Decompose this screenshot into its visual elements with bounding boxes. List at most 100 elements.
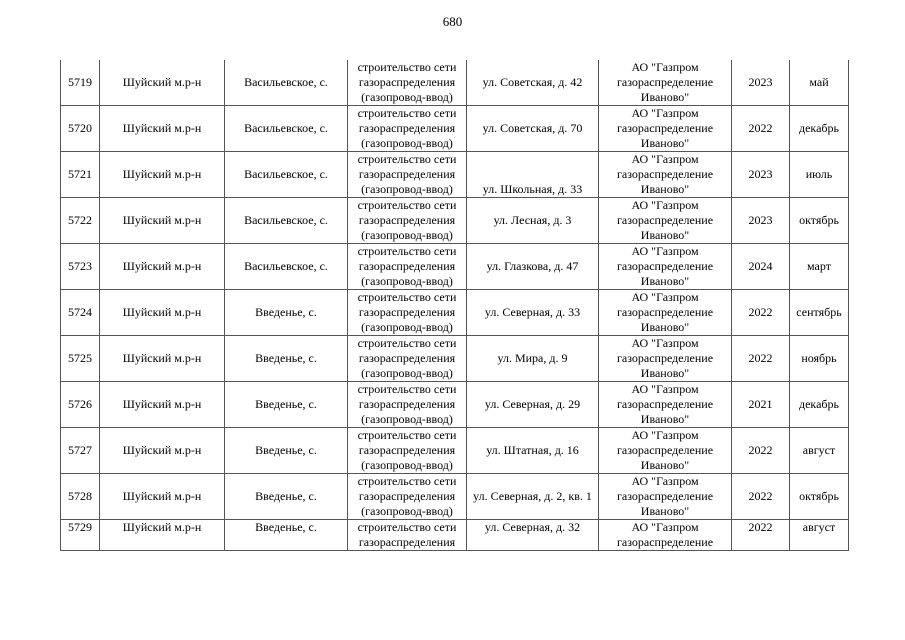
- table-row: 5723 Шуйский м.р-н Васильевское, с. строите…: [60, 243, 849, 290]
- cell-address: ул. Мира, д. 9: [466, 335, 599, 382]
- cell-line: АО "Газпром: [631, 336, 699, 350]
- cell-work: строительство сети газораспределения (газо…: [347, 427, 467, 474]
- cell-line: (газопровод-ввод): [361, 412, 453, 426]
- cell-locality: Введенье, с.: [224, 335, 348, 382]
- cell-line: газораспределение: [616, 167, 714, 181]
- cell-line: газораспределения: [358, 351, 456, 365]
- cell-line: газораспределения: [358, 121, 456, 135]
- cell-line: газораспределения: [358, 443, 456, 457]
- cell-num: 5727: [60, 427, 100, 474]
- cell-line: Иваново": [640, 504, 690, 518]
- table-row: 5727 Шуйский м.р-н Введенье, с. строительст…: [60, 427, 849, 474]
- cell-address: ул. Северная, д. 32: [466, 519, 599, 551]
- cell-line: (газопровод-ввод): [361, 182, 453, 196]
- cell-year: 2023: [731, 151, 790, 198]
- cell-line: газораспределения: [358, 75, 456, 89]
- table-row: 5720 Шуйский м.р-н Васильевское, с. строите…: [60, 105, 849, 152]
- cell-org: АО "Газпром газораспределение Иваново": [598, 243, 732, 290]
- cell-locality: Введенье, с.: [224, 381, 348, 428]
- table-row: 5726 Шуйский м.р-н Введенье, с. строительст…: [60, 381, 849, 428]
- cell-address: ул. Школьная, д. 33: [466, 151, 599, 198]
- cell-locality: Введенье, с.: [224, 289, 348, 336]
- cell-line: строительство сети: [357, 290, 457, 304]
- cell-num: 5724: [60, 289, 100, 336]
- cell-line: АО "Газпром: [631, 198, 699, 212]
- cell-line: (газопровод-ввод): [361, 366, 453, 380]
- cell-locality: Васильевское, с.: [224, 60, 348, 106]
- cell-locality: Васильевское, с.: [224, 105, 348, 152]
- cell-work: строительство сети газораспределения (газо…: [347, 105, 467, 152]
- cell-org: АО "Газпром газораспределение Иваново": [598, 381, 732, 428]
- cell-work: строительство сети газораспределения (газо…: [347, 197, 467, 244]
- cell-locality: Васильевское, с.: [224, 197, 348, 244]
- cell-line: строительство сети: [357, 520, 457, 534]
- cell-line: (газопровод-ввод): [361, 136, 453, 150]
- cell-district: Шуйский м.р-н: [99, 289, 225, 336]
- cell-locality: Васильевское, с.: [224, 151, 348, 198]
- cell-num: 5725: [60, 335, 100, 382]
- cell-line: (газопровод-ввод): [361, 458, 453, 472]
- cell-year: 2024: [731, 243, 790, 290]
- cell-line: АО "Газпром: [631, 244, 699, 258]
- cell-locality: Васильевское, с.: [224, 243, 348, 290]
- cell-line: газораспределение: [616, 535, 714, 549]
- cell-line: строительство сети: [357, 336, 457, 350]
- cell-line: АО "Газпром: [631, 382, 699, 396]
- cell-line: Иваново": [640, 458, 690, 472]
- cell-month: май: [789, 60, 849, 106]
- cell-line: (газопровод-ввод): [361, 274, 453, 288]
- cell-line: газораспределения: [358, 213, 456, 227]
- cell-line: строительство сети: [357, 474, 457, 488]
- cell-line: строительство сети: [357, 382, 457, 396]
- cell-org: АО "Газпром газораспределение Иваново": [598, 151, 732, 198]
- cell-district: Шуйский м.р-н: [99, 427, 225, 474]
- cell-month: октябрь: [789, 197, 849, 244]
- cell-line: газораспределение: [616, 397, 714, 411]
- cell-line: газораспределения: [358, 489, 456, 503]
- cell-work: строительство сети газораспределения (газо…: [347, 335, 467, 382]
- cell-line: газораспределение: [616, 443, 714, 457]
- cell-line: (газопровод-ввод): [361, 228, 453, 242]
- cell-line: АО "Газпром: [631, 106, 699, 120]
- table-row: 5729 Шуйский м.р-н Введенье, с. строительст…: [60, 519, 849, 551]
- cell-line: газораспределения: [358, 397, 456, 411]
- cell-line: АО "Газпром: [631, 474, 699, 488]
- cell-district: Шуйский м.р-н: [99, 243, 225, 290]
- cell-line: (газопровод-ввод): [361, 90, 453, 104]
- cell-line: газораспределение: [616, 351, 714, 365]
- cell-org: АО "Газпром газораспределение Иваново": [598, 289, 732, 336]
- cell-line: газораспределение: [616, 121, 714, 135]
- table-row: 5722 Шуйский м.р-н Васильевское, с. строите…: [60, 197, 849, 244]
- table-row: 5724 Шуйский м.р-н Введенье, с. строительст…: [60, 289, 849, 336]
- cell-org: АО "Газпром газораспределение Иваново": [598, 427, 732, 474]
- table-row: 5728 Шуйский м.р-н Введенье, с. строительст…: [60, 473, 849, 520]
- cell-address: ул. Северная, д. 29: [466, 381, 599, 428]
- cell-locality: Введенье, с.: [224, 473, 348, 520]
- cell-year: 2022: [731, 519, 790, 551]
- cell-month: ноябрь: [789, 335, 849, 382]
- cell-org: АО "Газпром газораспределение Иваново": [598, 473, 732, 520]
- table-row: 5725 Шуйский м.р-н Введенье, с. строительст…: [60, 335, 849, 382]
- cell-year: 2023: [731, 60, 790, 106]
- cell-address: ул. Лесная, д. 3: [466, 197, 599, 244]
- cell-line: Иваново": [640, 320, 690, 334]
- cell-line: Иваново": [640, 228, 690, 242]
- cell-line: газораспределения: [358, 167, 456, 181]
- cell-line: АО "Газпром: [631, 60, 699, 74]
- cell-line: строительство сети: [357, 152, 457, 166]
- cell-org: АО "Газпром газораспределение: [598, 519, 732, 551]
- cell-line: газораспределение: [616, 305, 714, 319]
- cell-year: 2022: [731, 427, 790, 474]
- cell-line: строительство сети: [357, 60, 457, 74]
- cell-locality: Введенье, с.: [224, 427, 348, 474]
- cell-work: строительство сети газораспределения (газо…: [347, 381, 467, 428]
- cell-work: строительство сети газораспределения (газо…: [347, 289, 467, 336]
- cell-num: 5726: [60, 381, 100, 428]
- cell-year: 2022: [731, 335, 790, 382]
- cell-line: АО "Газпром: [631, 428, 699, 442]
- cell-line: Иваново": [640, 366, 690, 380]
- cell-year: 2022: [731, 473, 790, 520]
- cell-work: строительство сети газораспределения (газо…: [347, 60, 467, 106]
- cell-district: Шуйский м.р-н: [99, 105, 225, 152]
- cell-line: газораспределения: [358, 259, 456, 273]
